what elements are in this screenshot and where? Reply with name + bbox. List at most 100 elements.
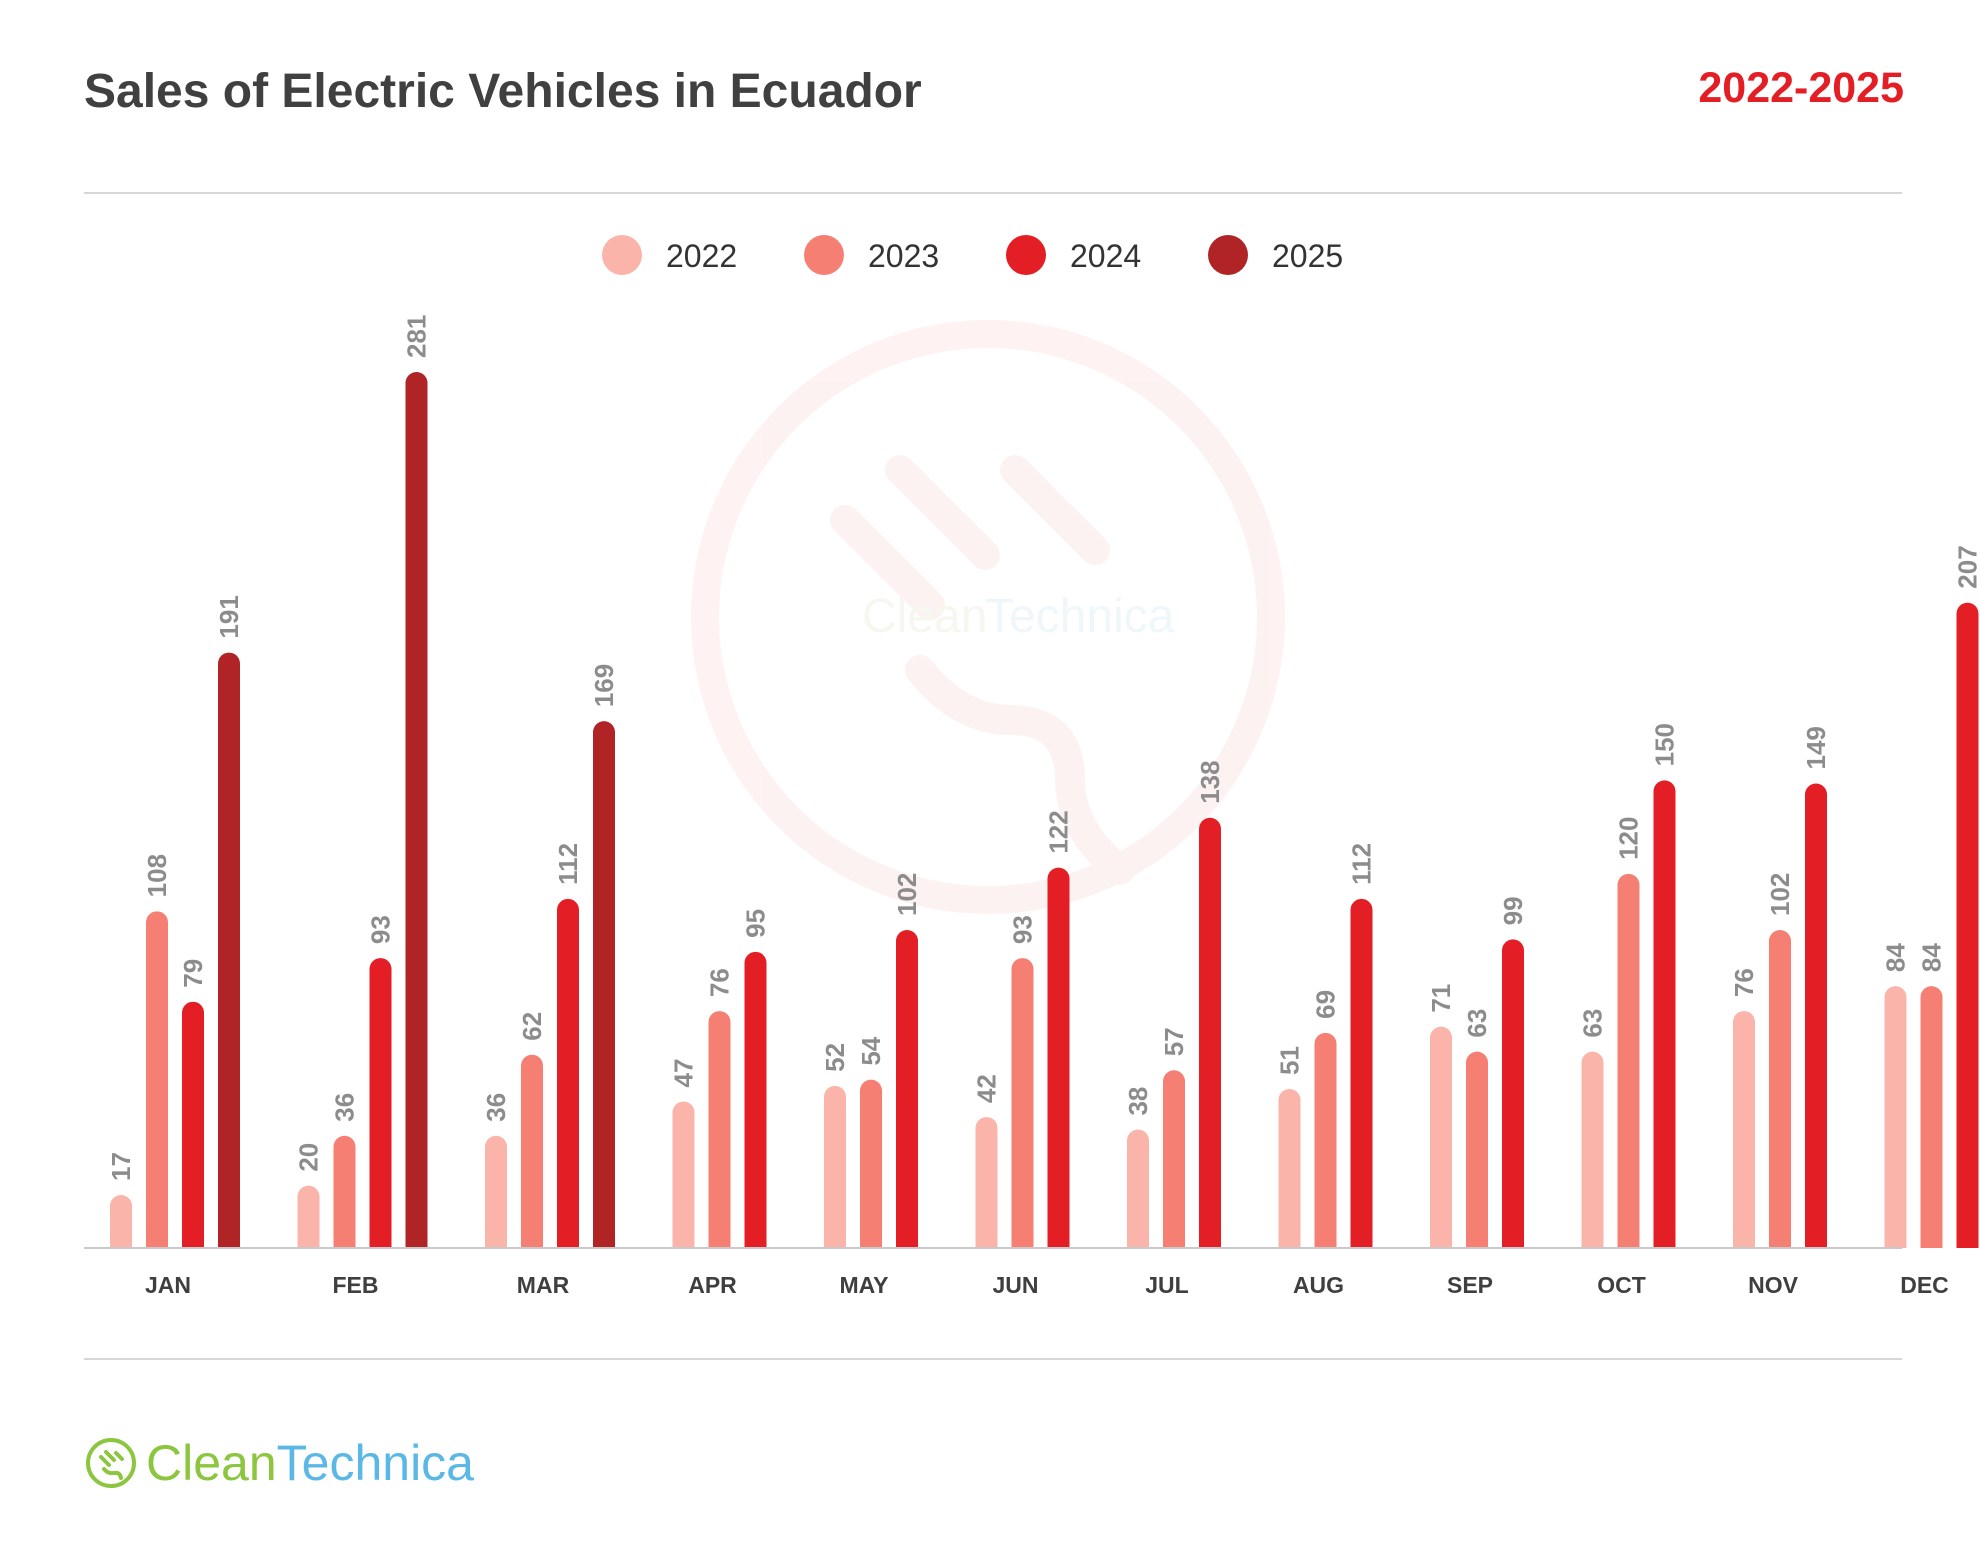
watermark-plug xyxy=(830,455,1135,885)
watermark-brand-technica: Technica xyxy=(985,590,1175,643)
bar-may-2024 xyxy=(896,930,918,1248)
data-label-sep-2024: 99 xyxy=(1498,896,1528,925)
bar-dec-2024 xyxy=(1956,602,1979,1248)
bar-mar-2024 xyxy=(557,898,579,1248)
data-label-jan-2022: 17 xyxy=(106,1152,136,1181)
bar-jul-2022 xyxy=(1127,1129,1149,1248)
data-label-jul-2023: 57 xyxy=(1159,1027,1189,1056)
legend-marker-2023 xyxy=(804,235,844,275)
brand-name-technica: Technica xyxy=(276,1435,474,1491)
data-label-jun-2022: 42 xyxy=(972,1074,1002,1103)
bar-aug-2024 xyxy=(1350,898,1373,1248)
x-tick-label: SEP xyxy=(1447,1272,1493,1298)
bar-may-2022 xyxy=(824,1085,846,1248)
bar-jan-2025 xyxy=(218,652,240,1248)
bar-nov-2022 xyxy=(1733,1011,1755,1248)
data-label-mar-2025: 169 xyxy=(589,664,619,707)
data-label-may-2022: 52 xyxy=(820,1043,850,1072)
data-label-dec-2022: 84 xyxy=(1881,943,1911,972)
data-label-aug-2024: 112 xyxy=(1347,843,1377,885)
data-label-dec-2023: 84 xyxy=(1917,943,1947,972)
legend-label-2025: 2025 xyxy=(1272,238,1343,274)
legend-marker-2024 xyxy=(1006,235,1046,275)
x-tick-label: JUN xyxy=(992,1272,1038,1298)
legend-label-2024: 2024 xyxy=(1070,238,1141,274)
data-label-jul-2022: 38 xyxy=(1123,1087,1153,1116)
data-label-sep-2023: 63 xyxy=(1462,1009,1492,1038)
brand-name-clean: Clean xyxy=(146,1435,277,1491)
bar-jul-2024 xyxy=(1199,817,1221,1248)
bar-jan-2024 xyxy=(182,1001,204,1248)
legend-marker-2022 xyxy=(602,235,642,275)
bar-jun-2022 xyxy=(975,1117,998,1248)
data-label-jan-2025: 191 xyxy=(214,595,244,638)
chart-period: 2022-2025 xyxy=(1698,64,1904,112)
data-label-feb-2024: 93 xyxy=(366,915,396,944)
data-label-jan-2024: 79 xyxy=(178,959,208,988)
x-tick-label: AUG xyxy=(1293,1272,1344,1298)
data-label-oct-2024: 150 xyxy=(1650,723,1680,766)
watermark-ring xyxy=(691,320,1285,914)
bar-jun-2024 xyxy=(1047,867,1070,1248)
bar-aug-2022 xyxy=(1278,1089,1301,1248)
data-label-jun-2024: 122 xyxy=(1044,810,1074,853)
legend: 2022 2023 2024 2025 xyxy=(602,235,1343,275)
bar-sep-2024 xyxy=(1502,939,1524,1248)
data-label-dec-2024: 207 xyxy=(1953,545,1980,588)
data-label-may-2024: 102 xyxy=(892,873,922,916)
data-label-feb-2023: 36 xyxy=(330,1093,360,1122)
watermark-logo: Clean Technica xyxy=(691,320,1285,914)
x-tick-label: JAN xyxy=(145,1272,191,1298)
bar-mar-2023 xyxy=(521,1054,543,1248)
data-label-aug-2023: 69 xyxy=(1311,990,1341,1019)
x-tick-label: DEC xyxy=(1900,1272,1949,1298)
watermark-brand-clean: Clean xyxy=(862,590,987,643)
data-label-jan-2023: 108 xyxy=(142,854,172,897)
data-label-nov-2023: 102 xyxy=(1765,873,1795,916)
data-label-mar-2024: 112 xyxy=(553,843,583,885)
bar-sep-2022 xyxy=(1430,1026,1452,1248)
data-label-nov-2022: 76 xyxy=(1729,968,1759,997)
data-label-jul-2024: 138 xyxy=(1195,760,1225,803)
bar-sep-2023 xyxy=(1466,1051,1488,1248)
data-label-nov-2024: 149 xyxy=(1801,726,1831,769)
bar-aug-2023 xyxy=(1314,1032,1337,1248)
data-label-mar-2022: 36 xyxy=(481,1093,511,1122)
bar-jun-2023 xyxy=(1011,958,1034,1248)
bar-jul-2023 xyxy=(1163,1070,1185,1248)
plug-logo-icon xyxy=(86,1438,136,1488)
data-label-may-2023: 54 xyxy=(856,1036,886,1065)
data-label-feb-2025: 281 xyxy=(402,315,432,358)
bar-jan-2022 xyxy=(110,1195,132,1248)
bar-jan-2023 xyxy=(146,911,168,1248)
bar-feb-2022 xyxy=(297,1185,320,1248)
bar-may-2023 xyxy=(860,1079,883,1248)
bar-oct-2024 xyxy=(1653,780,1676,1248)
header-divider xyxy=(84,192,1902,194)
bar-apr-2022 xyxy=(672,1101,695,1248)
x-tick-label: NOV xyxy=(1748,1272,1799,1298)
data-label-jun-2023: 93 xyxy=(1008,915,1038,944)
data-label-mar-2023: 62 xyxy=(517,1012,547,1041)
legend-label-2023: 2023 xyxy=(868,238,939,274)
bar-feb-2025 xyxy=(405,372,428,1249)
bar-oct-2023 xyxy=(1617,873,1640,1248)
bar-dec-2023 xyxy=(1920,986,1943,1248)
data-label-apr-2023: 76 xyxy=(705,968,735,997)
chart-title: Sales of Electric Vehicles in Ecuador xyxy=(84,65,922,118)
data-label-feb-2022: 20 xyxy=(294,1143,324,1172)
data-label-aug-2022: 51 xyxy=(1275,1046,1305,1075)
bar-apr-2023 xyxy=(708,1011,731,1248)
x-tick-label: APR xyxy=(688,1272,737,1298)
x-tick-label: OCT xyxy=(1597,1272,1646,1298)
data-label-oct-2022: 63 xyxy=(1578,1009,1608,1038)
x-tick-label: JUL xyxy=(1145,1272,1188,1298)
bar-dec-2022 xyxy=(1884,986,1907,1248)
bar-oct-2022 xyxy=(1581,1051,1604,1248)
x-axis-labels: JAN FEB MAR APR MAY JUN JUL AUG SEP OCT NOV DEC xyxy=(145,1272,1949,1298)
x-tick-label: MAY xyxy=(840,1272,889,1298)
bar-apr-2024 xyxy=(744,951,767,1248)
data-label-sep-2022: 71 xyxy=(1426,984,1456,1013)
